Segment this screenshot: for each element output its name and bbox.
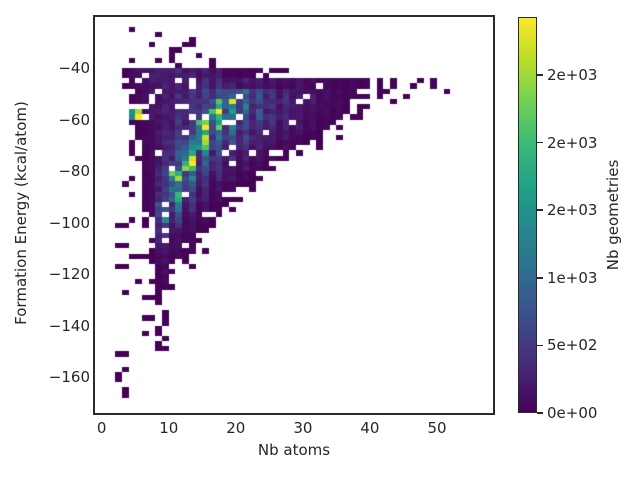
colorbar-tick-mark [537, 277, 543, 279]
x-axis-label: Nb atoms [257, 441, 331, 459]
colorbar-label: Nb geometries [604, 159, 622, 271]
colorbar-tick-label: 1e+03 [547, 268, 598, 287]
x-tick-label: 40 [360, 419, 380, 437]
x-tick-label: 0 [96, 419, 107, 437]
colorbar-tick-mark [537, 141, 543, 144]
x-tick-label: 20 [226, 419, 246, 437]
y-tick-label: −80 [58, 162, 90, 181]
x-tick-label: 10 [159, 419, 179, 437]
y-tick-label: −160 [48, 368, 90, 387]
y-tick-label: −40 [58, 59, 90, 77]
y-tick-label: −100 [48, 213, 90, 232]
colorbar-tick-mark [537, 344, 543, 347]
colorbar-tick-label: 0e+00 [547, 404, 598, 422]
colorbar-tick-label: 2e+03 [547, 201, 598, 220]
colorbar-tick-mark [537, 74, 543, 76]
colorbar-tick-mark [537, 412, 543, 414]
y-tick-label: −120 [48, 265, 90, 284]
colorbar-tick-label: 2e+03 [547, 133, 598, 152]
x-tick-label: 50 [427, 419, 447, 437]
colorbar-tick-mark [537, 209, 543, 212]
colorbar-tick-label: 2e+03 [547, 66, 598, 85]
colorbar-tick-label: 5e+02 [547, 336, 598, 355]
y-tick-label: −60 [58, 110, 90, 129]
histogram2d-plot [95, 17, 493, 413]
colorbar-gradient [519, 18, 536, 412]
x-tick-label: 30 [293, 419, 313, 437]
colorbar [518, 17, 537, 413]
y-axis-label: Formation Energy (kcal/atom) [12, 101, 30, 325]
y-tick-label: −140 [48, 316, 90, 335]
